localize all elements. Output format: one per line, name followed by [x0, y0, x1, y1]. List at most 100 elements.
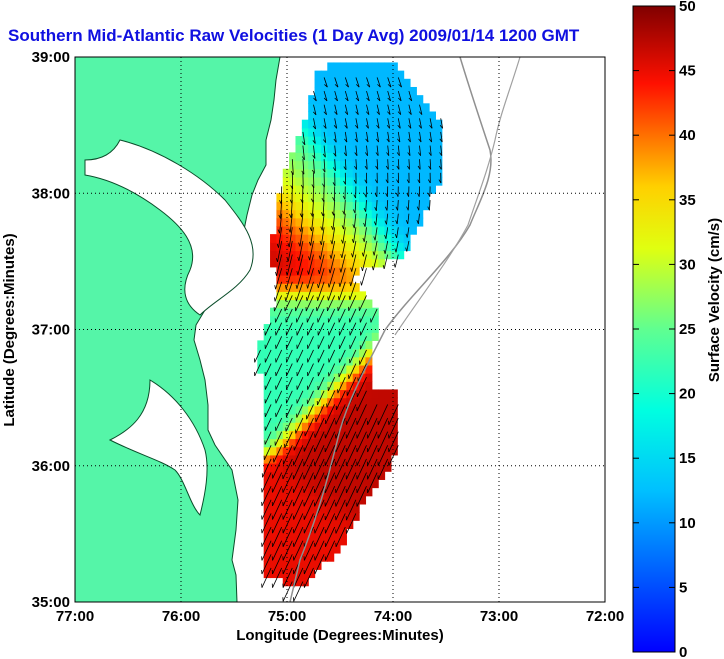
- field-cell: [390, 201, 398, 211]
- vector-arrow: [346, 404, 357, 425]
- field-cell: [429, 127, 436, 137]
- vector-arrow: [376, 159, 379, 170]
- field-cell: [397, 111, 405, 121]
- field-cell: [320, 552, 328, 562]
- field-cell: [282, 438, 290, 448]
- vector-arrow-head: [300, 198, 303, 203]
- field-cell: [352, 324, 360, 333]
- field-cell: [314, 119, 322, 129]
- field-cell: [295, 225, 303, 235]
- vector-arrow: [397, 104, 402, 115]
- vector-arrow-head: [384, 234, 387, 239]
- field-cell: [390, 209, 398, 219]
- field-cell: [403, 176, 411, 186]
- field-cell: [327, 185, 335, 194]
- vector-arrow: [282, 458, 293, 480]
- field-cell: [340, 95, 347, 104]
- field-cell: [308, 479, 316, 489]
- field-cell: [371, 185, 379, 194]
- vector-arrow-head: [438, 165, 442, 170]
- vector-arrow: [302, 145, 305, 160]
- vector-arrow: [324, 417, 336, 439]
- vector-arrow-head: [311, 184, 315, 189]
- vector-arrow: [286, 404, 293, 418]
- vector-arrow: [327, 377, 336, 392]
- vector-arrow: [387, 159, 389, 170]
- field-cell: [308, 487, 316, 497]
- field-cell: [346, 201, 354, 211]
- vector-arrow: [314, 513, 325, 534]
- field-cell: [365, 86, 373, 96]
- vector-arrow: [303, 486, 314, 507]
- vector-arrow: [254, 349, 261, 363]
- field-cell: [352, 217, 360, 227]
- vector-arrow: [366, 159, 368, 170]
- vector-arrow-head: [333, 138, 337, 143]
- vector-arrow-head: [289, 199, 293, 204]
- vector-arrow: [303, 513, 314, 534]
- sound-south: [108, 379, 208, 516]
- field-cell: [378, 152, 386, 162]
- vector-arrow-head: [382, 264, 385, 270]
- field-cell: [359, 234, 367, 243]
- field-cell: [327, 536, 335, 546]
- field-cell: [340, 136, 347, 145]
- field-cell: [295, 364, 303, 374]
- field-cell: [327, 479, 335, 489]
- field-cell: [257, 356, 265, 366]
- vector-arrow: [364, 213, 367, 227]
- field-cell: [314, 332, 322, 341]
- vector-arrow-head: [374, 206, 377, 211]
- vector-arrow-head: [349, 282, 352, 287]
- vector-arrow: [440, 145, 443, 156]
- vector-arrow-head: [377, 84, 381, 88]
- field-cell: [282, 250, 290, 260]
- field-cell: [390, 242, 398, 252]
- field-cell: [314, 405, 322, 415]
- x-tick-labels: 77:00 76:00 75:00 74:00 73:00 72:00: [56, 608, 624, 625]
- vector-arrow: [275, 349, 283, 363]
- field-cell: [320, 397, 328, 407]
- field-cell: [295, 168, 303, 178]
- field-cell: [314, 520, 322, 530]
- field-cell: [365, 250, 373, 260]
- field-cell: [327, 487, 335, 497]
- vector-arrow: [386, 213, 389, 225]
- vector-arrow: [335, 458, 346, 480]
- field-cell: [429, 185, 436, 194]
- vector-arrow-head: [317, 269, 320, 274]
- field-cell: [308, 536, 316, 546]
- field-cell: [397, 250, 405, 260]
- vector-arrow: [385, 227, 389, 239]
- field-cell: [308, 119, 316, 129]
- field-cell: [359, 86, 367, 96]
- field-cell: [301, 536, 309, 546]
- field-cell: [314, 324, 322, 333]
- field-cell: [371, 446, 379, 456]
- field-cell: [276, 405, 284, 415]
- field-cell: [263, 324, 271, 333]
- field-cell: [276, 536, 284, 546]
- field-cell: [346, 340, 354, 350]
- field-cell: [365, 225, 373, 235]
- field-cell: [371, 438, 379, 448]
- field-cell: [257, 340, 265, 350]
- field-cell: [352, 62, 360, 72]
- field-cell: [270, 561, 277, 570]
- vector-arrow: [349, 308, 357, 323]
- field-cell: [365, 144, 373, 153]
- vector-arrow: [272, 486, 283, 507]
- field-cell: [314, 111, 322, 121]
- field-cell: [340, 446, 347, 456]
- field-cell: [327, 283, 335, 292]
- field-cell: [352, 78, 360, 88]
- field-cell: [270, 315, 277, 325]
- field-cell: [340, 144, 347, 153]
- shelf-contour: [289, 57, 492, 602]
- field-cell: [346, 111, 354, 121]
- field-cell: [333, 185, 341, 194]
- field-cell: [308, 275, 316, 284]
- field-cell: [365, 136, 373, 145]
- field-cell: [333, 307, 341, 317]
- field-cell: [371, 315, 379, 325]
